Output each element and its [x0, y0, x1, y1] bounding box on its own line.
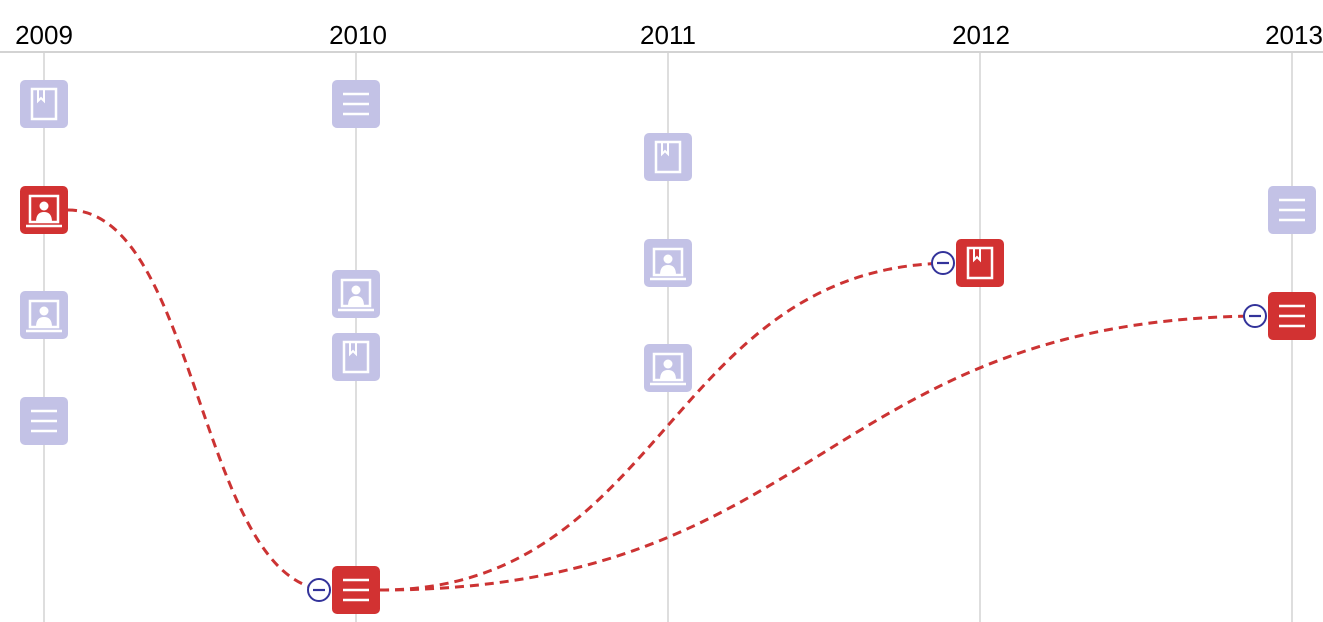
year-label[interactable]: 2011: [640, 20, 696, 50]
timeline-node-list[interactable]: [332, 80, 380, 128]
collapse-toggle-icon[interactable]: [931, 251, 955, 275]
portrait-icon-body: [348, 296, 364, 306]
portrait-icon-head: [663, 254, 673, 264]
timeline-node-portrait[interactable]: [644, 344, 692, 392]
bookmark-icon-ribbon: [37, 89, 45, 104]
bookmark-icon: [966, 246, 994, 280]
list-icon: [1279, 198, 1305, 222]
portrait-icon-head: [663, 359, 673, 369]
timeline-node-list-active[interactable]: [332, 566, 380, 614]
connection-link: [379, 314, 1267, 592]
portrait-icon: [26, 299, 62, 333]
portrait-icon-body: [660, 265, 676, 275]
portrait-icon-head: [351, 285, 361, 295]
timeline-node-bookmark[interactable]: [20, 80, 68, 128]
connection-link: [379, 261, 955, 592]
portrait-icon: [338, 278, 374, 312]
portrait-icon-body: [36, 317, 52, 327]
year-label[interactable]: 2010: [329, 20, 387, 50]
list-icon: [343, 92, 369, 116]
portrait-icon-head: [39, 201, 49, 211]
timeline-node-list[interactable]: [1268, 186, 1316, 234]
timeline-node-bookmark[interactable]: [332, 333, 380, 381]
year-label[interactable]: 2012: [952, 20, 1010, 50]
portrait-icon: [26, 194, 62, 228]
connection-link: [67, 208, 331, 592]
bookmark-icon: [30, 87, 58, 121]
portrait-icon: [650, 247, 686, 281]
timeline-node-portrait[interactable]: [332, 270, 380, 318]
portrait-icon-body: [660, 370, 676, 380]
timeline-node-list[interactable]: [20, 397, 68, 445]
bookmark-icon-ribbon: [973, 248, 981, 263]
portrait-icon-body: [36, 212, 52, 222]
timeline-node-portrait[interactable]: [644, 239, 692, 287]
node-tile: [20, 80, 68, 128]
year-label[interactable]: 2009: [15, 20, 73, 50]
timeline-node-bookmark-active[interactable]: [956, 239, 1004, 287]
year-label[interactable]: 2013: [1265, 20, 1323, 50]
timeline-node-portrait-active[interactable]: [20, 186, 68, 234]
timeline-node-portrait[interactable]: [20, 291, 68, 339]
bookmark-icon: [654, 140, 682, 174]
list-icon: [343, 578, 369, 602]
collapse-toggle-icon[interactable]: [307, 578, 331, 602]
node-layer: [20, 80, 1316, 614]
bookmark-icon-ribbon: [661, 142, 669, 157]
collapse-toggle-icon[interactable]: [1243, 304, 1267, 328]
node-tile: [956, 239, 1004, 287]
bookmark-icon-ribbon: [349, 342, 357, 357]
portrait-icon-head: [39, 306, 49, 316]
timeline-node-bookmark[interactable]: [644, 133, 692, 181]
list-icon: [31, 409, 57, 433]
portrait-icon: [650, 352, 686, 386]
link-layer: [67, 208, 1267, 592]
list-icon: [1279, 304, 1305, 328]
bookmark-icon: [342, 340, 370, 374]
node-tile: [332, 333, 380, 381]
timeline-node-list-active[interactable]: [1268, 292, 1316, 340]
axis-layer: 2009 2010 2011 2012 2013: [0, 20, 1323, 622]
node-tile: [644, 133, 692, 181]
